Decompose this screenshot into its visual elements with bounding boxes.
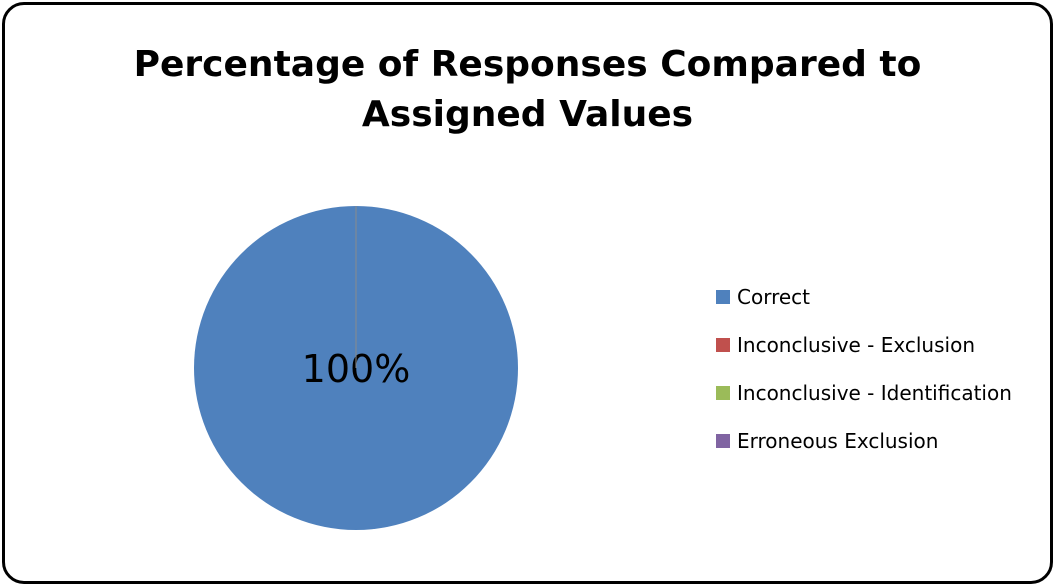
legend-swatch: [716, 434, 730, 448]
legend-item: Inconclusive - Identification: [716, 381, 1012, 405]
legend-item: Erroneous Exclusion: [716, 429, 938, 453]
legend-label: Inconclusive - Identification: [737, 381, 1012, 405]
legend-swatch: [716, 386, 730, 400]
legend-swatch: [716, 338, 730, 352]
legend-label: Inconclusive - Exclusion: [737, 333, 975, 357]
legend-label: Erroneous Exclusion: [737, 429, 939, 453]
legend-label: Correct: [737, 285, 810, 309]
chart-title: Percentage of Responses Compared to Assi…: [133, 44, 922, 135]
legend-item: Correct: [716, 285, 810, 309]
legend-swatch: [716, 290, 730, 304]
legend-item: Inconclusive - Exclusion: [716, 333, 975, 357]
